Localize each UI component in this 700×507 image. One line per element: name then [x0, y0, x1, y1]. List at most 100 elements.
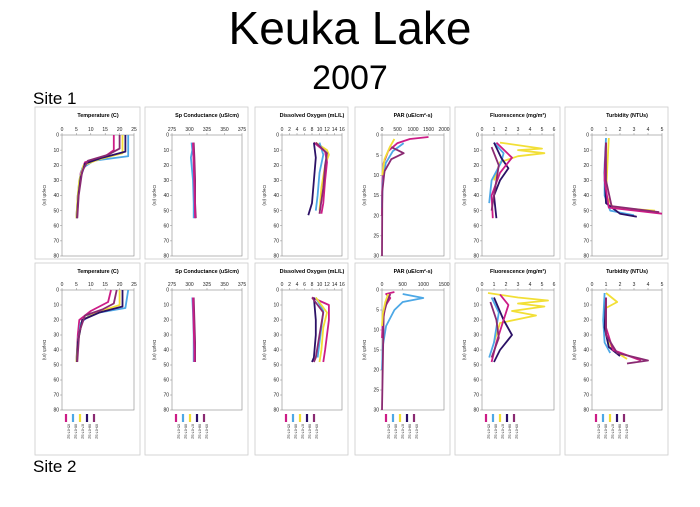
series-line — [311, 296, 325, 363]
series-line — [488, 141, 505, 204]
series-line — [192, 142, 196, 219]
y-tick-label: 20 — [473, 318, 479, 324]
x-tick-label: 10 — [88, 282, 94, 288]
x-tick-label: 350 — [220, 127, 229, 133]
chart-frame — [454, 262, 561, 456]
y-tick-label: 0 — [166, 288, 169, 294]
y-tick-label: 0 — [586, 288, 589, 294]
y-tick-label: 0 — [56, 133, 59, 139]
x-tick-label: 325 — [203, 127, 212, 133]
chart-s2-cond: Sp Conductance (uS/cm) 275 300 325 350 375 0 10… — [144, 262, 249, 456]
x-tick-label: 300 — [185, 282, 194, 288]
y-tick-label: 10 — [583, 148, 589, 154]
y-tick-label: 70 — [583, 239, 589, 245]
series-line — [381, 293, 390, 327]
page-title: Keuka Lake — [228, 2, 472, 54]
x-tick-label: 5 — [661, 282, 664, 288]
x-tick-label: 5 — [661, 127, 664, 133]
series-line — [489, 301, 500, 358]
x-tick-label: 20 — [117, 282, 123, 288]
y-tick-label: 30 — [373, 254, 379, 260]
series-line — [315, 296, 328, 363]
y-tick-label: 60 — [273, 378, 279, 384]
legend-label: 08-07-S2 — [198, 424, 202, 439]
x-tick-label: 0 — [481, 282, 484, 288]
x-tick-label: 275 — [168, 282, 177, 288]
y-tick-label: 5 — [376, 308, 379, 314]
legend-label: 08-07-S2 — [408, 424, 412, 439]
series-line — [311, 296, 330, 363]
chart-title: Fluorescence (mg/m³) — [490, 269, 546, 275]
chart-title: Turbidity (NTUs) — [606, 113, 648, 119]
x-tick-label: 12 — [324, 127, 330, 133]
series-line — [381, 293, 392, 411]
y-tick-label: 60 — [53, 378, 59, 384]
x-tick-label: 5 — [541, 127, 544, 133]
x-tick-label: 0 — [281, 282, 284, 288]
x-tick-label: 25 — [131, 127, 137, 133]
y-axis-label: Depth (m) — [262, 340, 267, 361]
y-tick-label: 50 — [473, 363, 479, 369]
y-tick-label: 40 — [53, 193, 59, 199]
legend-label: 09-07-S2 — [205, 424, 209, 439]
x-tick-label: 4 — [296, 127, 299, 133]
x-tick-label: 4 — [296, 282, 299, 288]
x-tick-label: 14 — [332, 127, 338, 133]
y-tick-label: 40 — [583, 348, 589, 354]
x-tick-label: 4 — [647, 282, 650, 288]
y-tick-label: 30 — [163, 178, 169, 184]
chart-frame — [144, 262, 249, 456]
x-tick-label: 1500 — [438, 282, 449, 288]
y-axis-label: Depth (m) — [42, 185, 47, 206]
y-tick-label: 15 — [373, 348, 379, 354]
y-tick-label: 80 — [273, 408, 279, 414]
x-tick-label: 5 — [75, 282, 78, 288]
y-tick-label: 10 — [273, 303, 279, 309]
legend-label: 09-07-S2 — [95, 424, 99, 439]
chart-title: Turbidity (NTUs) — [606, 269, 648, 275]
y-tick-label: 10 — [373, 328, 379, 334]
x-tick-label: 2000 — [438, 127, 449, 133]
y-tick-label: 80 — [583, 408, 589, 414]
x-tick-label: 4 — [529, 282, 532, 288]
x-tick-label: 10 — [317, 127, 323, 133]
y-tick-label: 80 — [273, 254, 279, 260]
y-tick-label: 40 — [583, 193, 589, 199]
y-tick-label: 40 — [273, 193, 279, 199]
y-axis-label: Depth (m) — [462, 340, 467, 361]
chart-s2-fluor: Fluorescence (mg/m³)0 1 2 3 4 5 60102030405060… — [454, 262, 561, 456]
legend-label: 06-07-S2 — [74, 424, 78, 439]
chart-frame — [34, 262, 141, 456]
y-tick-label: 0 — [166, 133, 169, 139]
chart-s1-cond: Sp Conductance (uS/cm) 275 300 325 350 375 0 10… — [144, 106, 249, 260]
y-tick-label: 80 — [583, 254, 589, 260]
y-tick-label: 80 — [163, 408, 169, 414]
series-line — [493, 141, 546, 181]
x-tick-label: 350 — [220, 282, 229, 288]
legend-label: 07-07-S2 — [81, 424, 85, 439]
y-tick-label: 5 — [376, 153, 379, 159]
x-tick-label: 3 — [517, 282, 520, 288]
legend-label: 06-07-S2 — [494, 424, 498, 439]
legend-label: 05-07-S2 — [487, 424, 491, 439]
x-tick-label: 10 — [317, 282, 323, 288]
y-tick-label: 60 — [473, 378, 479, 384]
y-tick-label: 70 — [163, 393, 169, 399]
x-tick-label: 25 — [131, 282, 137, 288]
series-line — [311, 297, 317, 363]
legend-label: 08-07-S2 — [618, 424, 622, 439]
series-line — [490, 146, 500, 211]
y-tick-label: 70 — [583, 393, 589, 399]
x-tick-label: 1 — [605, 282, 608, 288]
x-tick-label: 3 — [633, 127, 636, 133]
x-tick-label: 1500 — [423, 127, 434, 133]
x-tick-label: 16 — [339, 127, 345, 133]
y-tick-label: 60 — [583, 378, 589, 384]
y-tick-label: 10 — [473, 148, 479, 154]
y-tick-label: 40 — [273, 348, 279, 354]
x-tick-label: 0 — [61, 282, 64, 288]
y-tick-label: 60 — [473, 223, 479, 229]
y-tick-label: 70 — [53, 239, 59, 245]
x-tick-label: 20 — [117, 127, 123, 133]
x-tick-label: 2 — [505, 127, 508, 133]
